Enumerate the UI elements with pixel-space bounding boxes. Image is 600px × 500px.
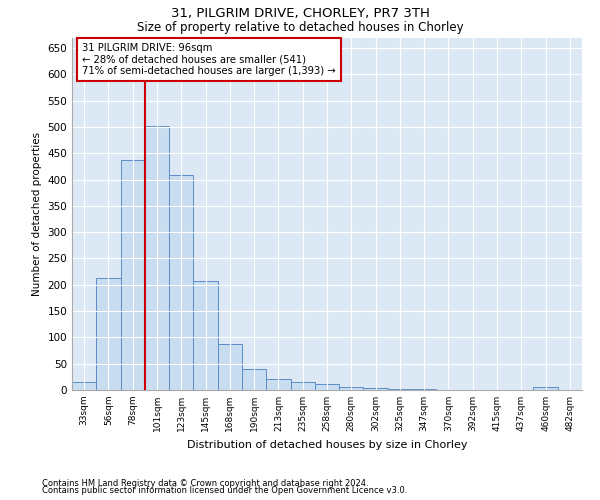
Bar — [169, 176, 193, 390]
Bar — [96, 278, 121, 390]
Y-axis label: Number of detached properties: Number of detached properties — [32, 132, 42, 296]
Bar — [145, 126, 169, 390]
Bar — [72, 382, 96, 390]
Bar — [266, 380, 290, 390]
Text: 31 PILGRIM DRIVE: 96sqm
← 28% of detached houses are smaller (541)
71% of semi-d: 31 PILGRIM DRIVE: 96sqm ← 28% of detache… — [82, 43, 336, 76]
Bar — [290, 382, 315, 390]
Bar — [364, 388, 388, 390]
Bar — [315, 384, 339, 390]
Text: Contains HM Land Registry data © Crown copyright and database right 2024.: Contains HM Land Registry data © Crown c… — [42, 478, 368, 488]
Text: Size of property relative to detached houses in Chorley: Size of property relative to detached ho… — [137, 21, 463, 34]
Bar — [388, 389, 412, 390]
X-axis label: Distribution of detached houses by size in Chorley: Distribution of detached houses by size … — [187, 440, 467, 450]
Bar — [339, 387, 364, 390]
Bar — [533, 388, 558, 390]
Bar — [242, 369, 266, 390]
Bar — [193, 281, 218, 390]
Bar — [218, 344, 242, 390]
Text: Contains public sector information licensed under the Open Government Licence v3: Contains public sector information licen… — [42, 486, 407, 495]
Bar — [121, 160, 145, 390]
Text: 31, PILGRIM DRIVE, CHORLEY, PR7 3TH: 31, PILGRIM DRIVE, CHORLEY, PR7 3TH — [170, 8, 430, 20]
